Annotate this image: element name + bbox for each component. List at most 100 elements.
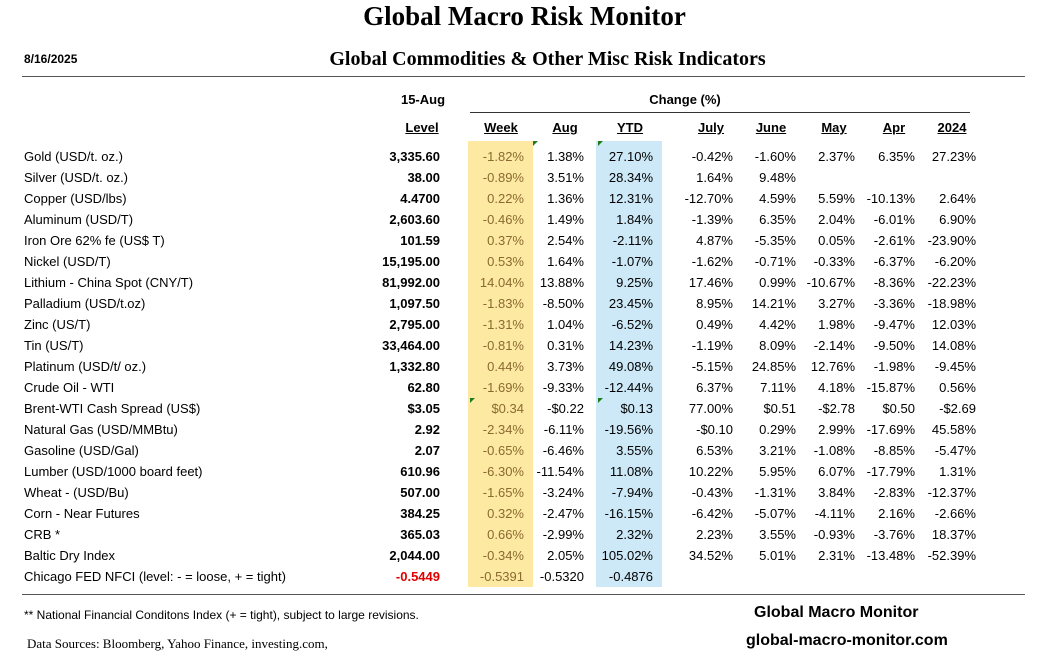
- ytd-change: 11.08%: [609, 464, 653, 479]
- apr-column-header: Apr: [882, 120, 906, 135]
- week-change: 0.37%: [487, 233, 524, 248]
- apr-change: -6.01%: [873, 212, 915, 227]
- y2024-change: 14.08%: [931, 338, 976, 353]
- apr-change: -9.47%: [873, 317, 915, 332]
- level-value: 610.96: [400, 464, 440, 479]
- aug-change: -8.50%: [542, 296, 584, 311]
- level-value: 2,603.60: [389, 212, 440, 227]
- aug-change: -11.54%: [536, 464, 584, 479]
- june-change: 8.09%: [759, 338, 796, 353]
- june-change: -5.35%: [754, 233, 796, 248]
- apr-change: -3.76%: [873, 527, 915, 542]
- july-change: 0.49%: [696, 317, 733, 332]
- may-change: -2.14%: [813, 338, 855, 353]
- ytd-change: -16.15%: [604, 506, 653, 521]
- aug-change: 3.73%: [547, 359, 584, 374]
- level-value: 3,335.60: [389, 149, 440, 164]
- july-change: -0.42%: [691, 149, 733, 164]
- week-change: $0.34: [491, 401, 524, 416]
- ytd-change: -2.11%: [612, 233, 653, 248]
- ytd-change: -12.44%: [604, 380, 653, 395]
- week-change: -1.82%: [482, 149, 524, 164]
- apr-change: -10.13%: [866, 191, 915, 206]
- data-sources: Data Sources: Bloomberg, Yahoo Finance, …: [27, 636, 328, 651]
- july-change: -0.43%: [691, 485, 733, 500]
- july-change: -1.39%: [691, 212, 733, 227]
- apr-change: -9.50%: [873, 338, 915, 353]
- row-label: Zinc (US/T): [24, 317, 91, 332]
- apr-change: -6.37%: [873, 254, 915, 269]
- level-value: -0.5449: [395, 569, 440, 584]
- week-change: -0.65%: [482, 443, 524, 458]
- level-value: 1,097.50: [389, 296, 440, 311]
- july-change: 34.52%: [688, 548, 733, 563]
- page-subtitle: Global Commodities & Other Misc Risk Ind…: [329, 48, 766, 70]
- june-change: -0.71%: [754, 254, 796, 269]
- y2024-change: 0.56%: [939, 380, 976, 395]
- may-change: 0.05%: [818, 233, 855, 248]
- comment-marker: [598, 398, 603, 403]
- apr-change: -1.98%: [873, 359, 915, 374]
- may-change: -0.33%: [813, 254, 855, 269]
- may-change: 2.31%: [818, 548, 855, 563]
- table-row: Chicago FED NFCI (level: - = loose, + = …: [0, 566, 1049, 587]
- apr-change: -15.87%: [866, 380, 915, 395]
- row-label: Brent-WTI Cash Spread (US$): [24, 401, 201, 416]
- june-change: 6.35%: [759, 212, 796, 227]
- june-change: 7.11%: [760, 380, 796, 395]
- table-row: Platinum (USD/t/ oz.) 1,332.80 0.44% 3.73% 4…: [0, 356, 1049, 377]
- week-change: 0.32%: [487, 506, 524, 521]
- week-change: -0.89%: [482, 170, 524, 185]
- apr-change: 6.35%: [878, 149, 915, 164]
- week-change: -0.46%: [482, 212, 524, 227]
- may-change: 12.76%: [810, 359, 855, 374]
- june-change: 24.85%: [751, 359, 796, 374]
- ytd-column-highlight: [596, 141, 662, 587]
- july-change: 2.23%: [696, 527, 733, 542]
- july-change: -12.70%: [684, 191, 733, 206]
- week-change: -6.30%: [482, 464, 524, 479]
- row-label: Corn - Near Futures: [24, 506, 140, 521]
- row-label: Chicago FED NFCI (level: - = loose, + = …: [24, 569, 286, 584]
- ytd-change: -7.94%: [611, 485, 653, 500]
- july-change: 4.87%: [696, 233, 733, 248]
- comment-marker: [470, 398, 475, 403]
- may-change: -10.67%: [806, 275, 855, 290]
- aug-change: 1.36%: [547, 191, 584, 206]
- week-change: 0.53%: [487, 254, 524, 269]
- table-row: Gold (USD/t. oz.) 3,335.60 -1.82% 1.38% 27.1…: [0, 146, 1049, 167]
- aug-change: 0.31%: [547, 338, 584, 353]
- level-date-header: 15-Aug: [400, 92, 446, 107]
- aug-change: -6.11%: [543, 422, 584, 437]
- july-column-header: July: [697, 120, 724, 135]
- y2024-change: -9.45%: [934, 359, 976, 374]
- row-label: Copper (USD/lbs): [24, 191, 127, 206]
- may-change: 2.37%: [818, 149, 855, 164]
- table-row: Natural Gas (USD/MMBtu) 2.92 -2.34% -6.11% -…: [0, 419, 1049, 440]
- aug-column-header: Aug: [552, 120, 578, 135]
- may-change: 1.98%: [818, 317, 855, 332]
- aug-change: -0.5320: [539, 569, 584, 584]
- june-change: $0.51: [763, 401, 796, 416]
- apr-change: -2.83%: [873, 485, 915, 500]
- apr-change: 2.16%: [878, 506, 915, 521]
- june-change: 4.42%: [759, 317, 796, 332]
- july-change: 1.64%: [696, 170, 733, 185]
- row-label: Tin (US/T): [24, 338, 84, 353]
- table-row: Baltic Dry Index 2,044.00 -0.34% 2.05% 105.0…: [0, 545, 1049, 566]
- table-row: Nickel (USD/T) 15,195.00 0.53% 1.64% -1.07% -…: [0, 251, 1049, 272]
- week-change: 0.44%: [487, 359, 524, 374]
- table-row: Copper (USD/lbs) 4.4700 0.22% 1.36% 12.31% -1…: [0, 188, 1049, 209]
- change-header: Change (%): [649, 92, 721, 107]
- comment-marker: [598, 141, 603, 146]
- may-change: 2.99%: [818, 422, 855, 437]
- aug-change: 2.05%: [547, 548, 584, 563]
- may-change: -$2.78: [818, 401, 855, 416]
- level-value: 33,464.00: [382, 338, 440, 353]
- week-change: -2.34%: [482, 422, 524, 437]
- ytd-change: 14.23%: [608, 338, 653, 353]
- y2024-change: -52.39%: [927, 548, 976, 563]
- july-change: -5.15%: [691, 359, 733, 374]
- row-label: Gasoline (USD/Gal): [24, 443, 139, 458]
- aug-change: 13.88%: [539, 275, 584, 290]
